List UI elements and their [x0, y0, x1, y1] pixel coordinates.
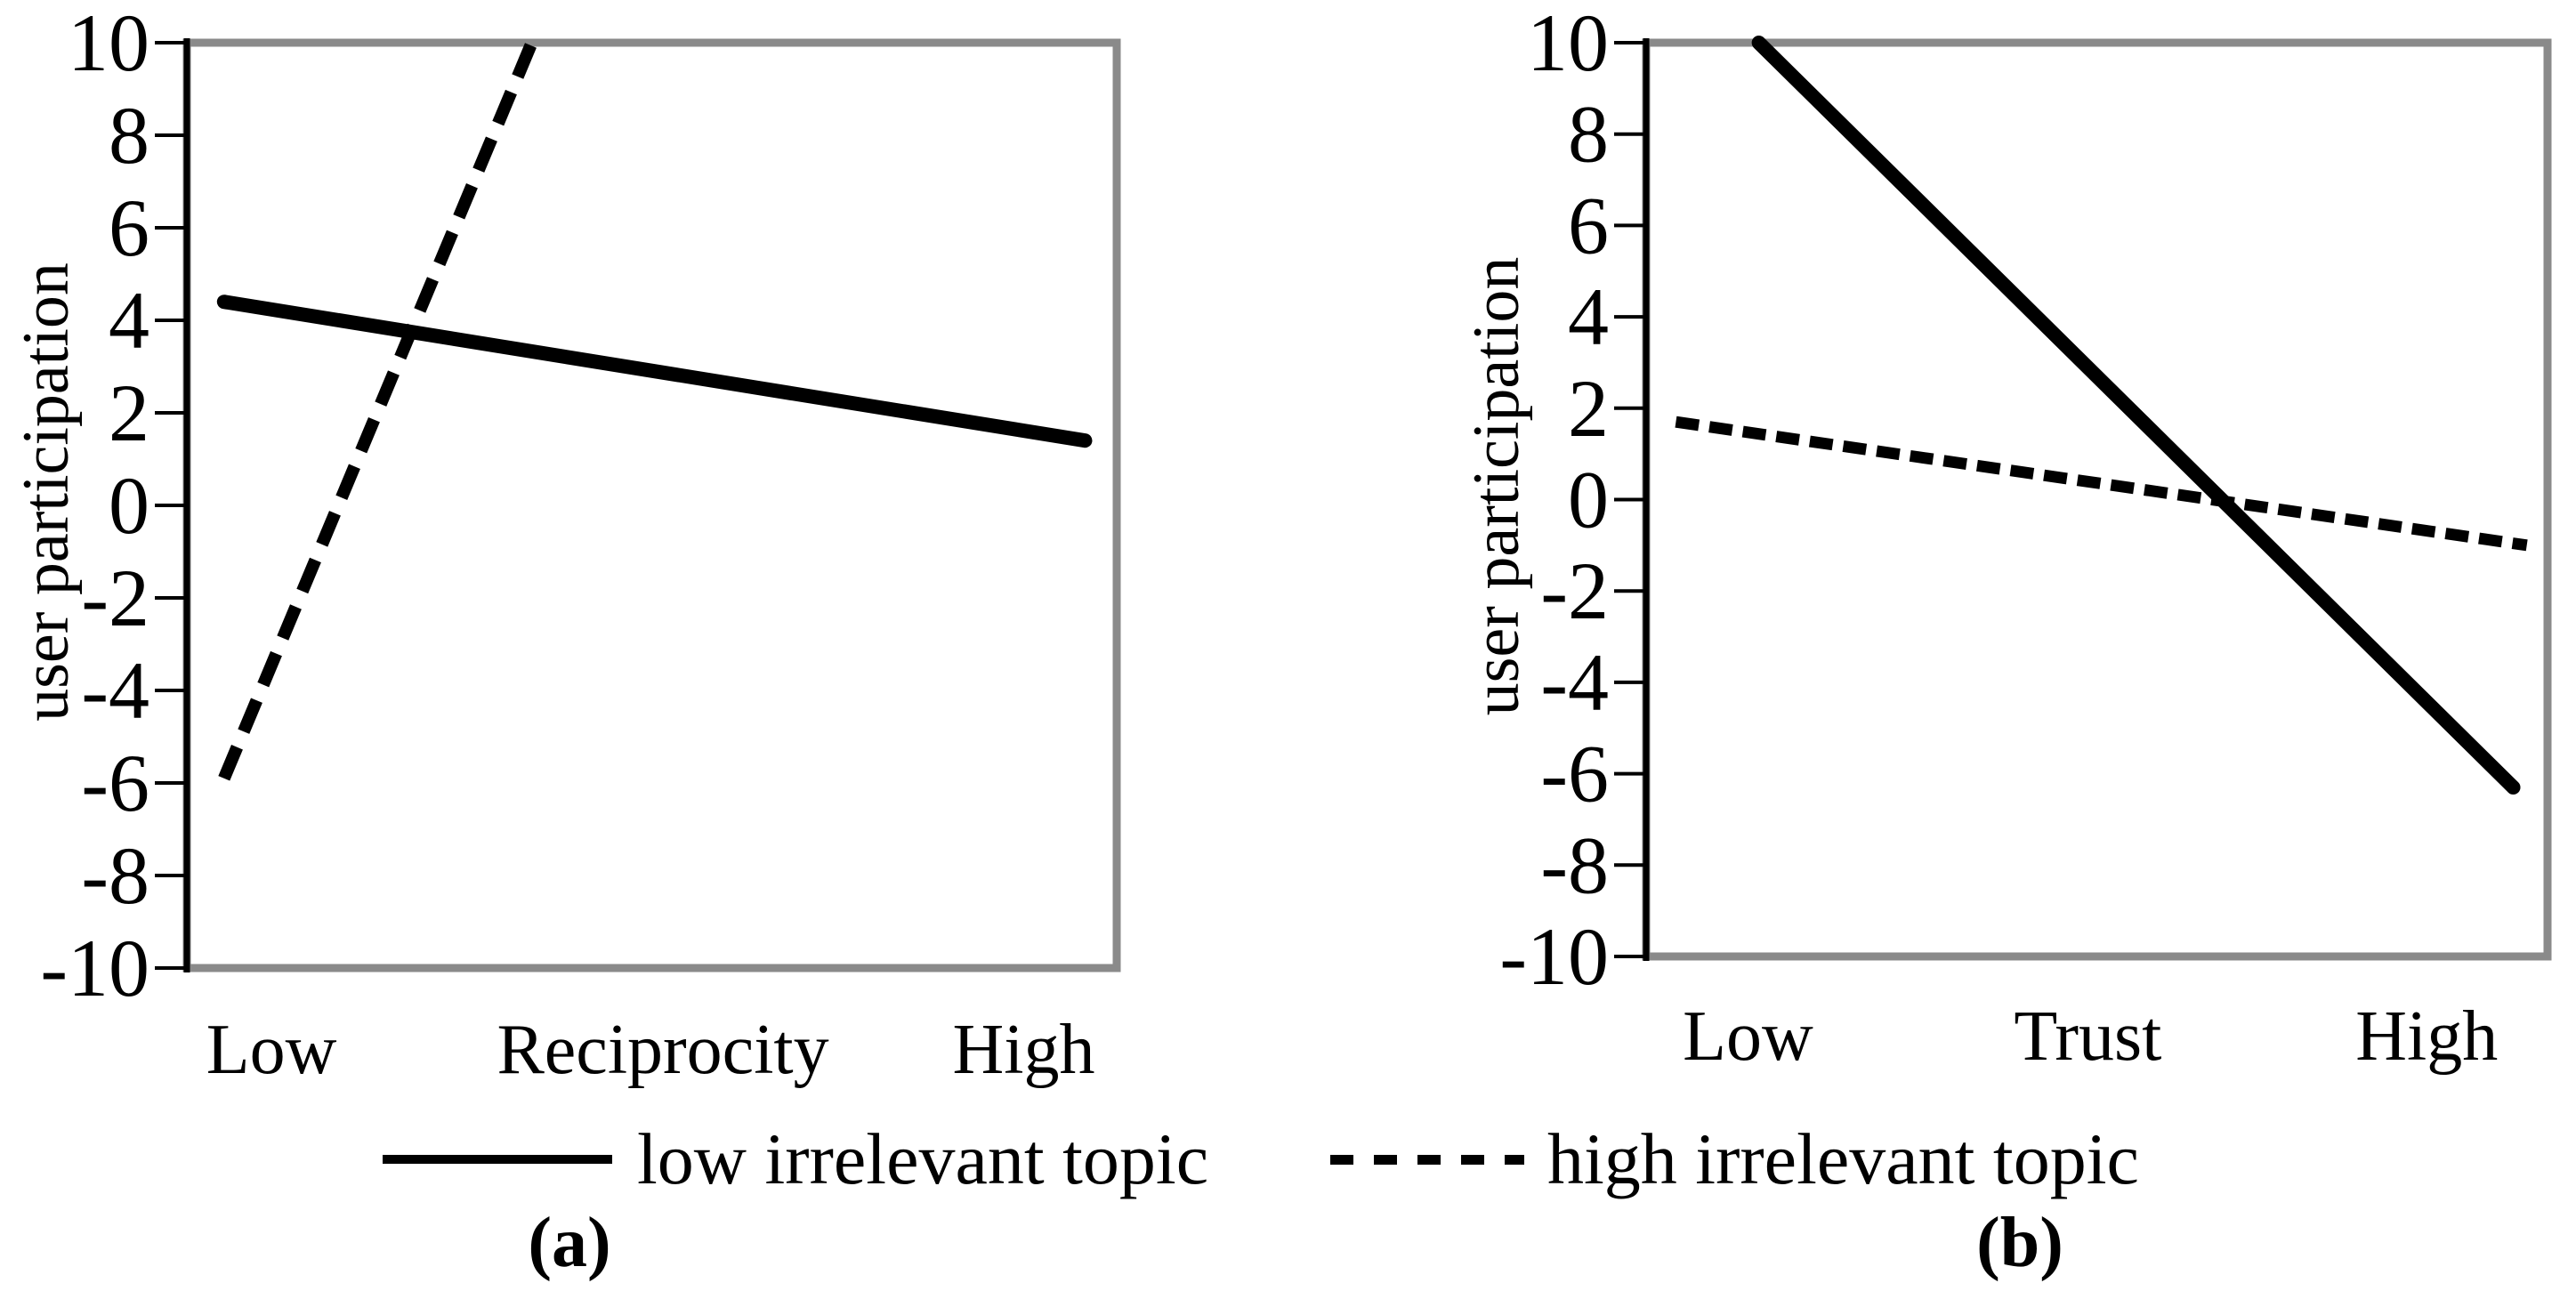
panel-b-caption: (b) — [1976, 1204, 2063, 1282]
y-tick-label: 4 — [109, 275, 149, 366]
y-tick-label: 2 — [109, 367, 149, 458]
panel-b-plot-border — [1642, 38, 2552, 961]
y-tick-label: -8 — [1540, 819, 1609, 910]
x-category-label: Low — [1683, 997, 1813, 1076]
series-line-dashed-high-irrelevant-topic — [218, 40, 538, 781]
y-tick-label: 2 — [1568, 363, 1609, 454]
y-tick-label: 0 — [1568, 455, 1609, 545]
y-tick-label: 6 — [109, 182, 149, 273]
y-tick-label: 4 — [1568, 271, 1609, 362]
series-line-solid-low-irrelevant-topic — [216, 295, 1093, 448]
x-category-label: Trust — [2014, 997, 2161, 1076]
series-line-dashed-high-irrelevant-topic — [1675, 416, 2528, 552]
panel-a-caption: (a) — [528, 1204, 611, 1282]
y-tick-label: -10 — [1499, 911, 1609, 1002]
legend-label: low irrelevant topic — [637, 1118, 1209, 1199]
y-tick-label: 10 — [1527, 0, 1609, 88]
series-line-solid-low-irrelevant-topic — [1751, 36, 2521, 795]
y-tick-label: -4 — [81, 645, 149, 736]
y-tick-label: -8 — [81, 830, 149, 921]
y-tick-label: -10 — [40, 923, 149, 1013]
y-axis-title: user participation — [1460, 257, 1533, 716]
x-category-label: Reciprocity — [497, 1011, 828, 1089]
legend-item-low-irrelevant-topic: low irrelevant topic — [383, 1110, 1208, 1208]
y-axis-title: user participation — [10, 262, 83, 722]
y-tick-label: 0 — [109, 460, 149, 551]
y-tick-label: -2 — [81, 553, 149, 643]
y-tick-label: 6 — [1568, 180, 1609, 270]
y-tick-label: 10 — [68, 0, 149, 88]
x-category-label: High — [953, 1011, 1095, 1089]
y-tick-label: 8 — [1568, 89, 1609, 180]
y-tick-label: -2 — [1540, 545, 1609, 636]
legend-item-high-irrelevant-topic: high irrelevant topic — [1330, 1110, 2139, 1208]
solid-line-swatch-icon — [383, 1155, 612, 1164]
y-tick-label: -6 — [1540, 729, 1609, 819]
y-tick-label: 8 — [109, 90, 149, 181]
y-tick-label: -6 — [81, 738, 149, 828]
legend-label: high irrelevant topic — [1547, 1118, 2139, 1199]
x-category-label: Low — [206, 1011, 337, 1089]
x-category-label: High — [2355, 997, 2498, 1076]
panel-a-plot-border — [182, 38, 1121, 972]
legend: low irrelevant topic high irrelevant top… — [0, 1110, 2576, 1208]
dashed-line-swatch-icon — [1330, 1154, 1524, 1165]
y-tick-label: -4 — [1540, 637, 1609, 728]
